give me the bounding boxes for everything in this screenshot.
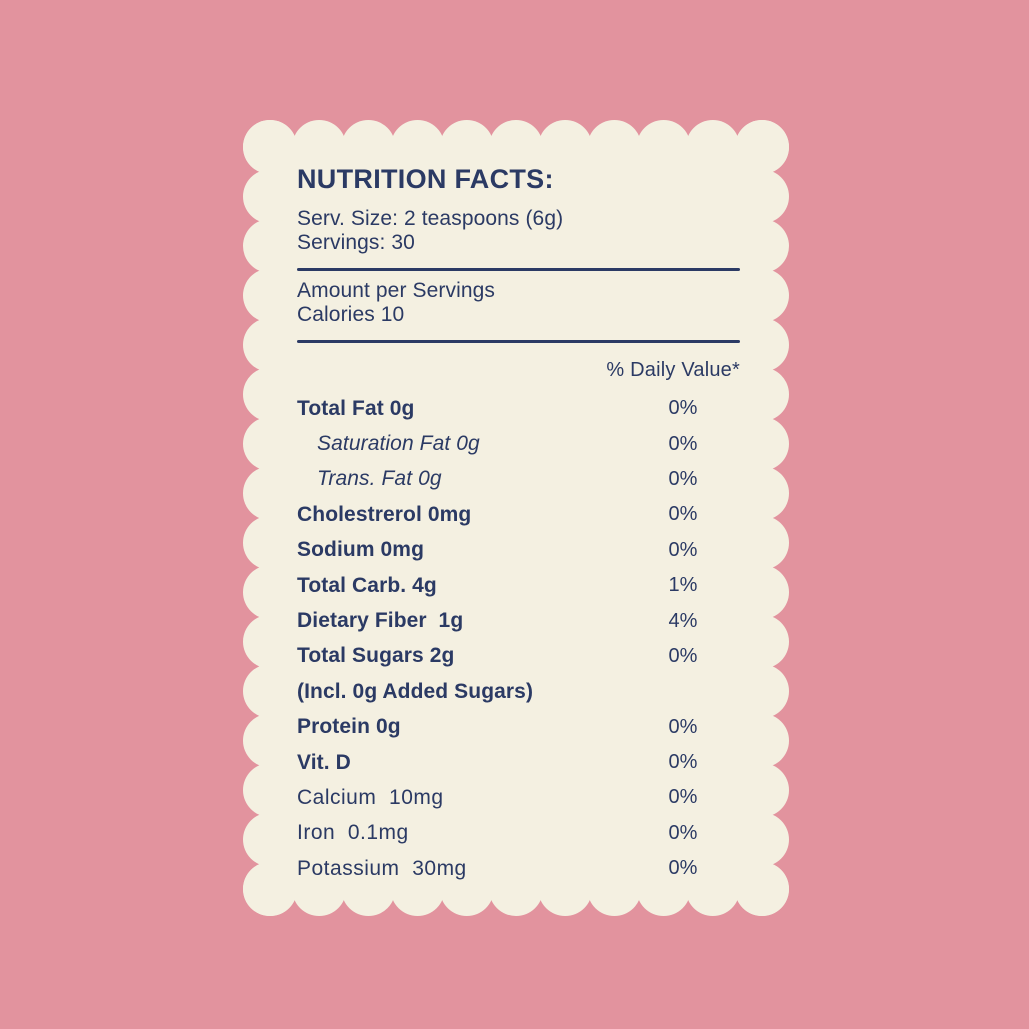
nutrient-row: Potassium 30mg 0%: [297, 851, 740, 886]
nutrient-row: Total Carb. 4g 1%: [297, 568, 740, 603]
nutrient-label: Vit. D: [297, 750, 351, 774]
servings-line: Servings: 30: [297, 231, 415, 254]
nutrient-row: Cholestrerol 0mg 0%: [297, 497, 740, 532]
nutrient-label: Iron 0.1mg: [297, 821, 409, 845]
nutrient-row: Protein 0g 0%: [297, 710, 740, 745]
nutrient-value: 0%: [668, 467, 698, 490]
serving-size-line: Serv. Size: 2 teaspoons (6g): [297, 207, 564, 230]
amount-per-servings-line: Amount per Servings: [297, 279, 495, 302]
nutrient-value: 1%: [668, 574, 698, 597]
nutrient-label: Dietary Fiber 1g: [297, 609, 464, 633]
daily-value-header: % Daily Value*: [606, 359, 740, 381]
nutrient-value: 0%: [668, 715, 698, 738]
nutrient-value: 0%: [668, 786, 698, 809]
nutrient-row: Saturation Fat 0g 0%: [297, 426, 740, 461]
nutrient-row: Total Fat 0g 0%: [297, 391, 740, 426]
page-title: NUTRITION FACTS:: [297, 164, 554, 194]
nutrient-value: 4%: [668, 609, 698, 632]
nutrient-row: Vit. D 0%: [297, 745, 740, 780]
nutrient-label: Calcium 10mg: [297, 785, 444, 809]
nutrient-row: Trans. Fat 0g 0%: [297, 462, 740, 497]
nutrient-label: Total Carb. 4g: [297, 573, 437, 597]
nutrient-label: Potassium 30mg: [297, 856, 467, 880]
nutrient-row: Sodium 0mg 0%: [297, 533, 740, 568]
nutrient-label: Cholestrerol 0mg: [297, 502, 472, 526]
nutrient-label: Total Sugars 2g: [297, 644, 455, 668]
nutrient-row: (Incl. 0g Added Sugars): [297, 674, 740, 709]
nutrient-row: Dietary Fiber 1g 4%: [297, 603, 740, 638]
nutrient-value: 0%: [668, 857, 698, 880]
nutrient-label: Sodium 0mg: [297, 538, 425, 562]
nutrient-value: 0%: [668, 503, 698, 526]
nutrient-value: 0%: [668, 538, 698, 561]
nutrient-row: Iron 0.1mg 0%: [297, 816, 740, 851]
calories-line: Calories 10: [297, 303, 405, 326]
nutrition-label-card: NUTRITION FACTS: Serv. Size: 2 teaspoons…: [243, 120, 789, 916]
nutrient-label: Total Fat 0g: [297, 396, 415, 420]
nutrient-value: 0%: [668, 751, 698, 774]
nutrient-value: 0%: [668, 432, 698, 455]
nutrient-label: (Incl. 0g Added Sugars): [297, 679, 534, 703]
nutrient-label: Trans. Fat 0g: [317, 467, 442, 491]
nutrient-label: Saturation Fat 0g: [317, 432, 480, 456]
nutrient-label: Protein 0g: [297, 715, 401, 739]
nutrient-row: Calcium 10mg 0%: [297, 780, 740, 815]
nutrient-value: 0%: [668, 644, 698, 667]
nutrient-rows: Total Fat 0g 0% Saturation Fat 0g 0% Tra…: [297, 391, 740, 886]
nutrient-row: Total Sugars 2g 0%: [297, 639, 740, 674]
divider-bottom: [297, 340, 740, 343]
divider-top: [297, 268, 740, 271]
nutrient-value: 0%: [668, 397, 698, 420]
nutrient-value: 0%: [668, 821, 698, 844]
label-content: NUTRITION FACTS: Serv. Size: 2 teaspoons…: [297, 120, 740, 886]
